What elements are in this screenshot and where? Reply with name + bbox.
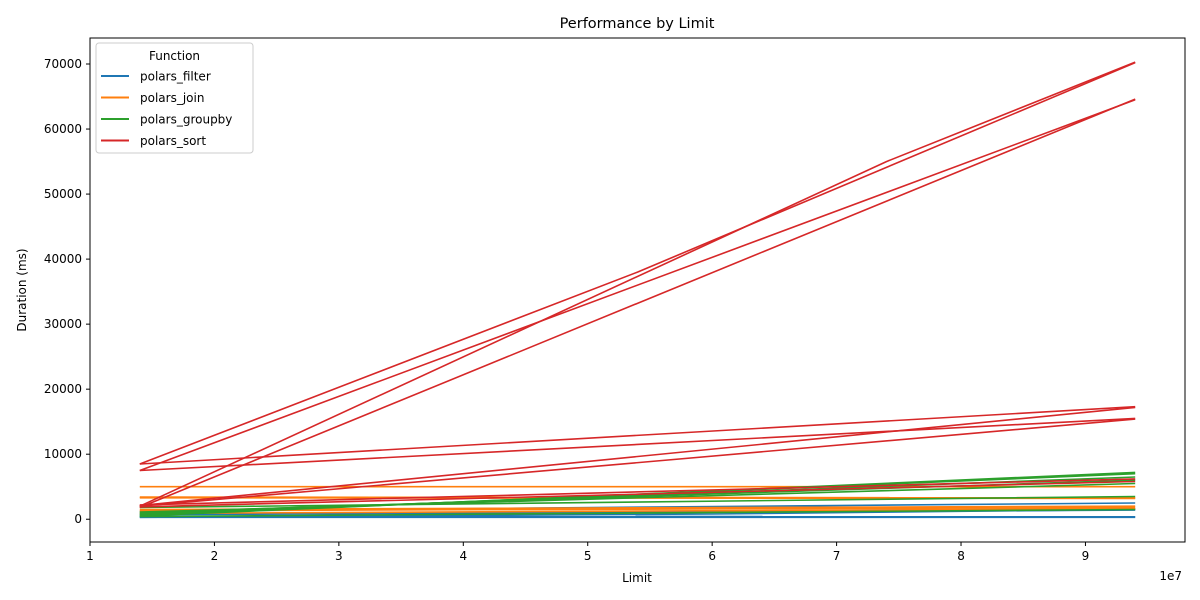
polars_join-line-6 bbox=[139, 507, 1136, 515]
x-tick-label: 8 bbox=[957, 549, 965, 563]
y-tick-label: 40000 bbox=[44, 252, 82, 266]
polars_groupby-line-7 bbox=[139, 508, 1136, 518]
y-tick-label: 20000 bbox=[44, 382, 82, 396]
y-tick-label: 0 bbox=[74, 512, 82, 526]
x-tick-label: 1 bbox=[86, 549, 94, 563]
plot-lines bbox=[139, 61, 1136, 519]
x-axis-offset-label: 1e7 bbox=[1159, 569, 1182, 583]
polars_sort-line-5 bbox=[139, 405, 1136, 465]
y-tick-label: 60000 bbox=[44, 122, 82, 136]
x-tick-label: 2 bbox=[211, 549, 219, 563]
polars_join-line-5 bbox=[139, 506, 1136, 512]
polars_sort-line-8 bbox=[139, 418, 1136, 507]
legend-label-polars_join: polars_join bbox=[140, 91, 204, 105]
x-tick-label: 9 bbox=[1082, 549, 1090, 563]
polars_groupby-line-6 bbox=[139, 495, 1136, 509]
polars_sort-line-10 bbox=[139, 480, 1136, 508]
polars_sort-line-7 bbox=[139, 406, 1136, 507]
y-tick-label: 10000 bbox=[44, 447, 82, 461]
x-tick-label: 7 bbox=[833, 549, 841, 563]
x-axis-label: Limit bbox=[622, 571, 652, 585]
x-tick-label: 5 bbox=[584, 549, 592, 563]
y-tick-label: 30000 bbox=[44, 317, 82, 331]
polars_sort-line-3 bbox=[139, 99, 1136, 472]
y-tick-label: 70000 bbox=[44, 57, 82, 71]
x-tick-label: 4 bbox=[459, 549, 467, 563]
legend-title: Function bbox=[149, 49, 200, 63]
polars_sort-line-6 bbox=[139, 417, 1136, 472]
legend-label-polars_filter: polars_filter bbox=[140, 70, 211, 84]
plot-frame bbox=[89, 37, 1186, 543]
polars_sort-line-4 bbox=[139, 98, 1136, 509]
polars_groupby-line-5 bbox=[139, 482, 1136, 513]
x-axis-ticks: 1 2 3 4 5 6 7 8 9 bbox=[86, 542, 1089, 563]
y-axis-ticks: 0 10000 20000 30000 40000 50000 60000 70000 bbox=[44, 57, 90, 526]
x-tick-label: 6 bbox=[708, 549, 716, 563]
legend-box bbox=[95, 42, 254, 154]
x-tick-label: 3 bbox=[335, 549, 343, 563]
y-tick-label: 50000 bbox=[44, 187, 82, 201]
legend-label-polars_groupby: polars_groupby bbox=[140, 113, 232, 127]
y-axis-label: Duration (ms) bbox=[15, 248, 29, 331]
polars_sort-line-9 bbox=[139, 478, 1136, 506]
polars_sort-line-2 bbox=[139, 61, 1136, 507]
polars_sort-line-1 bbox=[139, 61, 1136, 465]
chart-title: Performance by Limit bbox=[560, 16, 715, 32]
legend: Function polars_filter polars_join polars_… bbox=[95, 42, 254, 154]
legend-label-polars_sort: polars_sort bbox=[140, 134, 206, 148]
